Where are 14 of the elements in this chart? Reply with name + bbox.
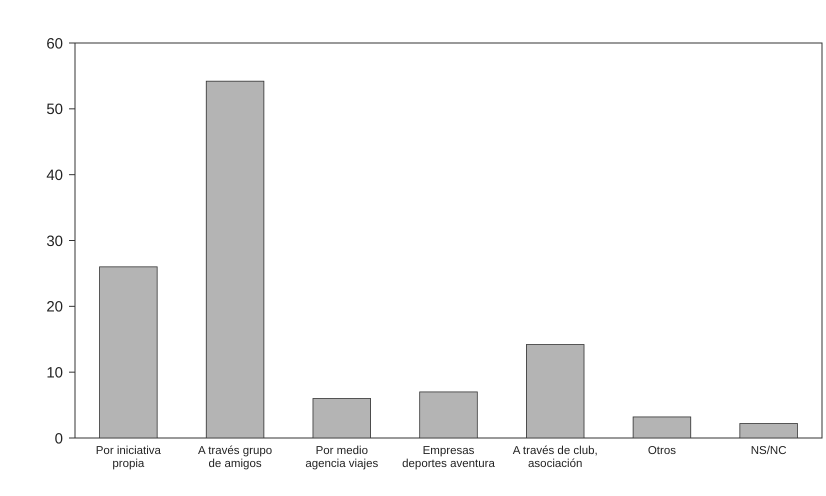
x-tick-label: A través de club, asociación: [512, 445, 598, 470]
y-tick-label: 0: [54, 430, 63, 448]
y-tick-label: 30: [46, 232, 63, 250]
y-tick-label: 50: [46, 101, 63, 118]
y-tick-label: 10: [46, 364, 63, 382]
x-tick-label: Por medio agencia viajes: [305, 445, 378, 470]
x-tick-label: NS/NC: [750, 445, 787, 457]
y-tick-label: 40: [46, 166, 63, 184]
y-tick-label: 20: [46, 298, 63, 316]
x-tick-label: Por iniciativa propia: [96, 445, 162, 470]
x-tick-label: Otros: [648, 445, 676, 457]
x-tick-label: Empresas deportes aventura: [402, 445, 496, 470]
x-tick-label: A través grupo de amigos: [198, 445, 272, 470]
y-tick-label: 60: [46, 35, 63, 52]
